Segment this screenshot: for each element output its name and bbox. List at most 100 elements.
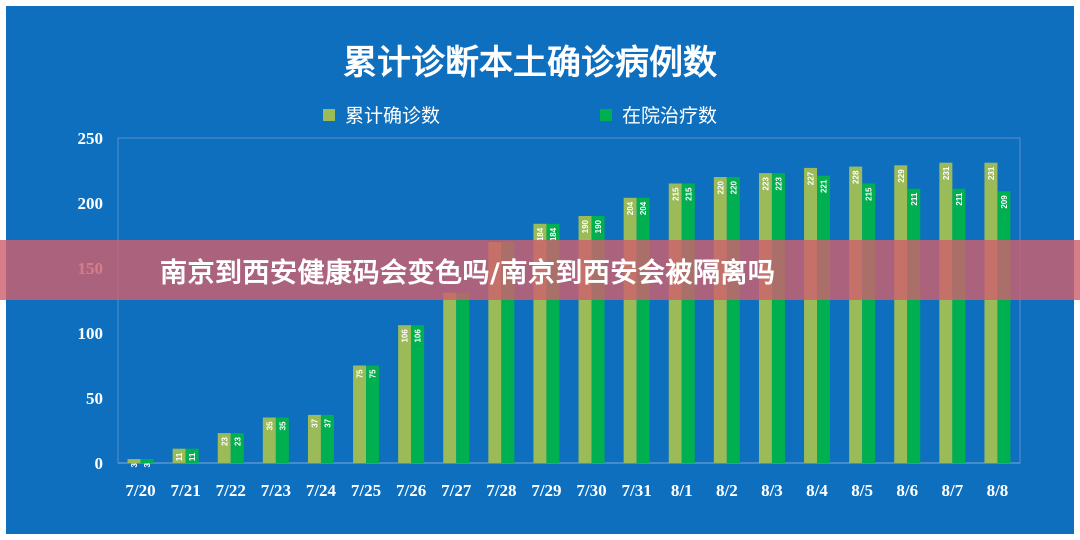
bar-cumulative-8-3 [758, 173, 772, 463]
x-tick-label: 7/23 [261, 481, 291, 500]
bar-hospitalized-7-24 [320, 414, 334, 463]
x-axis: 7/20 7/21 7/22 7/23 7/24 7/25 7/26 7/27 7/28 7/29… [125, 481, 1008, 500]
x-tick-label: 7/20 [125, 481, 155, 500]
x-tick-label: 7/25 [351, 481, 381, 500]
bar-hospitalized-8-2 [726, 177, 740, 463]
data-label: 215 [865, 187, 874, 201]
data-label: 37 [323, 418, 332, 427]
bar-hospitalized-7-25 [366, 365, 380, 463]
data-label: 227 [807, 171, 816, 185]
overlay-banner: 南京到西安健康码会变色吗/南京到西安会被隔离吗 [0, 240, 1080, 300]
x-tick-label: 8/5 [851, 481, 873, 500]
x-tick-label: 7/28 [486, 481, 516, 500]
x-tick-label: 7/27 [441, 481, 472, 500]
plot-area [117, 137, 1021, 464]
bar-cumulative-8-7 [939, 162, 953, 463]
bar-hospitalized-7-23 [275, 417, 289, 463]
x-tick-label: 7/31 [622, 481, 652, 500]
y-tick-label: 250 [78, 129, 104, 148]
bar-cumulative-7-26 [398, 325, 412, 463]
bar-hospitalized-7-26 [411, 325, 425, 463]
bar-hospitalized-8-5 [862, 183, 876, 463]
y-tick-label: 200 [78, 194, 104, 213]
data-label: 106 [414, 329, 423, 343]
data-label: 37 [310, 418, 319, 427]
data-label: 190 [594, 219, 603, 233]
data-label: 75 [369, 369, 378, 378]
bar-hospitalized-8-4 [817, 175, 831, 463]
bar-hospitalized-8-8 [997, 191, 1011, 464]
x-tick-label: 8/4 [806, 481, 828, 500]
data-label: 184 [549, 227, 558, 241]
bar-cumulative-7-21 [172, 448, 186, 463]
data-label: 35 [278, 421, 287, 430]
bar-hospitalized-8-6 [907, 188, 921, 463]
bar-hospitalized-8-7 [952, 188, 966, 463]
bar-cumulative-8-4 [804, 167, 818, 463]
x-tick-label: 7/30 [576, 481, 606, 500]
bar-hospitalized-8-3 [771, 173, 785, 463]
bar-cumulative-7-27 [443, 292, 457, 463]
chart-title: 累计诊断本土确诊病例数 [343, 43, 717, 83]
x-tick-label: 8/6 [896, 481, 918, 500]
bar-hospitalized-7-31 [636, 197, 650, 464]
legend-swatch-1 [323, 109, 335, 121]
bar-hospitalized-7-20 [140, 459, 154, 463]
data-label: 215 [684, 187, 693, 201]
bar-cumulative-7-22 [217, 433, 231, 463]
data-label: 221 [820, 179, 829, 193]
x-tick-label: 7/21 [171, 481, 201, 500]
bar-cumulative-8-1 [668, 183, 682, 463]
x-tick-label: 7/22 [216, 481, 246, 500]
data-label: 204 [626, 201, 635, 215]
y-tick-label: 100 [78, 324, 104, 343]
y-axis: 050100150200250 [78, 129, 104, 473]
data-label: 211 [955, 192, 964, 205]
legend-label-1: 累计确诊数 [345, 105, 440, 127]
x-tick-label: 7/24 [306, 481, 337, 500]
bar-cumulative-8-5 [849, 166, 863, 463]
x-tick-label: 8/8 [987, 481, 1009, 500]
bar-cumulative-8-6 [894, 165, 908, 464]
x-tick-label: 8/3 [761, 481, 783, 500]
bar-hospitalized-8-1 [681, 183, 695, 463]
data-label: 204 [639, 201, 648, 215]
x-tick-label: 8/1 [671, 481, 693, 500]
data-label: 220 [729, 180, 738, 194]
bar-hospitalized-7-27 [456, 292, 470, 463]
data-label: 106 [401, 329, 410, 343]
legend-label-2: 在院治疗数 [622, 105, 717, 127]
x-tick-label: 8/2 [716, 481, 738, 500]
bar-cumulative-8-2 [713, 177, 727, 463]
banner-title: 南京到西安健康码会变色吗/南京到西安会被隔离吗 [160, 257, 776, 289]
data-label: 215 [671, 187, 680, 201]
data-label: 75 [356, 369, 365, 378]
data-label: 229 [897, 169, 906, 183]
data-labels: 3 3 11 11 23 23 35 35 37 37 75 75 106 106 184 184 190 190… [130, 166, 1009, 467]
data-label: 209 [1000, 195, 1009, 209]
legend-swatch-2 [600, 109, 612, 121]
bar-cumulative-7-23 [262, 417, 276, 463]
x-tick-label: 7/29 [531, 481, 561, 500]
data-label: 3 [130, 463, 139, 468]
data-label: 190 [581, 219, 590, 233]
data-label: 223 [774, 177, 783, 191]
x-tick-label: 7/26 [396, 481, 426, 500]
y-tick-label: 50 [86, 389, 103, 408]
data-label: 184 [536, 227, 545, 241]
y-tick-label: 0 [95, 454, 104, 473]
data-label: 228 [852, 170, 861, 184]
x-tick-label: 8/7 [941, 481, 963, 500]
data-label: 220 [716, 180, 725, 194]
bars [127, 162, 1011, 464]
bar-cumulative-7-25 [353, 365, 367, 463]
data-label: 3 [143, 463, 152, 468]
bar-cumulative-7-20 [127, 459, 141, 463]
data-label: 231 [987, 166, 996, 180]
data-label: 211 [910, 192, 919, 205]
bar-hospitalized-7-22 [230, 433, 244, 463]
data-label: 11 [188, 452, 197, 461]
data-label: 23 [220, 437, 229, 446]
bar-cumulative-7-31 [623, 197, 637, 464]
